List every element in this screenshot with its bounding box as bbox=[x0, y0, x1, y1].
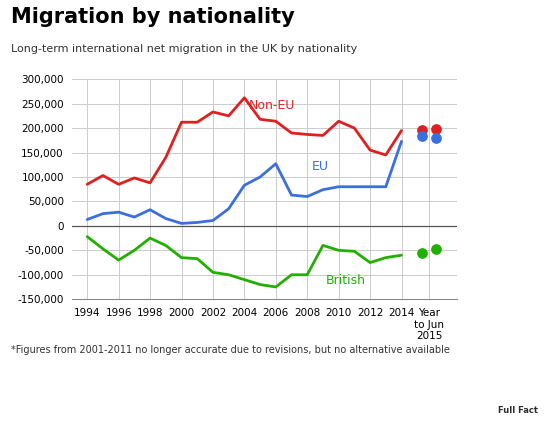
Text: British: British bbox=[326, 274, 366, 287]
Text: EU: EU bbox=[312, 160, 329, 173]
Point bbox=[417, 127, 426, 134]
Text: Migration by nationality: Migration by nationality bbox=[11, 7, 295, 26]
Text: Long-term international net migration in the UK by nationality: Long-term international net migration in… bbox=[11, 44, 358, 54]
Text: Full Fact: Full Fact bbox=[498, 406, 538, 415]
Text: and Migration Statistics Quarterly Report, November 2015, table 1: and Migration Statistics Quarterly Repor… bbox=[10, 423, 342, 433]
Text: Source:: Source: bbox=[10, 382, 53, 392]
Point bbox=[417, 133, 426, 140]
Text: *Figures from 2001-2011 no longer accurate due to revisions, but no alternative : *Figures from 2001-2011 no longer accura… bbox=[11, 345, 450, 356]
Point bbox=[432, 246, 441, 253]
Point bbox=[432, 125, 441, 132]
Polygon shape bbox=[476, 372, 542, 434]
Point bbox=[417, 249, 426, 256]
Point bbox=[432, 134, 441, 141]
Text: ONS Long-Term International Migration 2014, table 2.01a: ONS Long-Term International Migration 20… bbox=[61, 382, 345, 392]
Text: Non-EU: Non-EU bbox=[249, 99, 295, 111]
